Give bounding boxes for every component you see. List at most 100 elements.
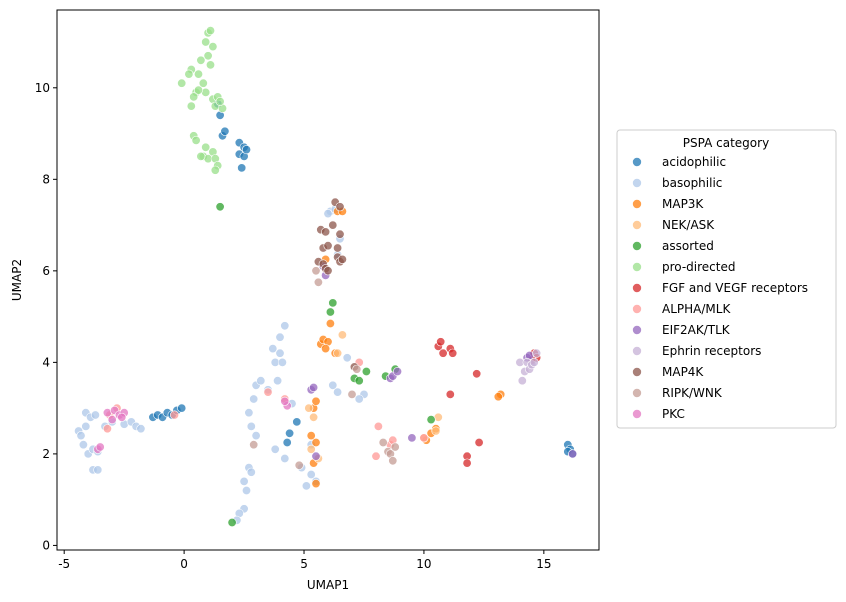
- point-basophilic-52: [328, 380, 338, 390]
- y-tick-label: 2: [42, 447, 50, 461]
- legend-entry: EIF2AK/TLK: [632, 323, 731, 337]
- legend-marker: [632, 283, 642, 293]
- point-basophilic-39: [270, 444, 280, 454]
- point-map3k-10: [311, 437, 321, 447]
- point-pkc-3: [107, 415, 117, 425]
- point-eif2ak-tlk-1: [309, 382, 319, 392]
- point-fgf-and-vegf-receptors-7: [474, 437, 484, 447]
- point-basophilic-29: [246, 421, 256, 431]
- legend-marker: [632, 304, 642, 314]
- point-map3k-3: [321, 344, 331, 354]
- point-assorted-9: [426, 415, 436, 425]
- point-eif2ak-tlk-2: [311, 451, 321, 461]
- point-basophilic-19: [256, 376, 266, 386]
- y-axis-label: UMAP2: [10, 259, 24, 301]
- point-map4k-2: [328, 220, 338, 230]
- point-acidophilic-16: [177, 403, 187, 413]
- legend-label: Ephrin receptors: [662, 344, 761, 358]
- point-basophilic-5: [78, 440, 88, 450]
- point-alpha-mlk-0: [102, 424, 112, 434]
- legend-entry: NEK/ASK: [632, 218, 715, 232]
- x-tick-label: 10: [416, 557, 431, 571]
- point-ripk-wnk-9: [388, 456, 398, 466]
- legend-entry: FGF and VEGF receptors: [632, 281, 808, 295]
- point-basophilic-11: [81, 421, 91, 431]
- point-assorted-0: [215, 202, 225, 212]
- legend-title: PSPA category: [683, 136, 769, 150]
- legend-marker: [632, 262, 642, 272]
- point-nek-ask-5: [337, 330, 347, 340]
- point-pro-directed-4: [203, 51, 213, 61]
- point-acidophilic-18: [285, 428, 295, 438]
- legend-entry: MAP4K: [632, 365, 704, 379]
- point-basophilic-10: [93, 465, 103, 475]
- legend-entry: MAP3K: [632, 197, 704, 211]
- point-basophilic-56: [354, 394, 364, 404]
- point-basophilic-23: [275, 348, 285, 358]
- point-map4k-8: [333, 243, 343, 253]
- x-tick-label: 0: [180, 557, 188, 571]
- legend-entry: PKC: [632, 407, 685, 421]
- point-eif2ak-tlk-8: [407, 433, 417, 443]
- point-map3k-13: [311, 479, 321, 489]
- point-pro-directed-1: [206, 26, 216, 36]
- point-acidophilic-8: [242, 145, 252, 155]
- point-nek-ask-7: [431, 426, 441, 436]
- scatter-points: [74, 26, 578, 527]
- point-pro-directed-31: [210, 165, 220, 175]
- legend-entry: assorted: [632, 239, 714, 253]
- point-pro-directed-24: [201, 142, 211, 152]
- point-pro-directed-6: [206, 60, 216, 70]
- legend-marker: [632, 199, 642, 209]
- point-alpha-mlk-3: [170, 410, 180, 420]
- point-nek-ask-2: [306, 444, 316, 454]
- point-basophilic-34: [239, 476, 249, 486]
- point-nek-ask-1: [309, 412, 319, 422]
- point-ripk-wnk-4: [347, 389, 357, 399]
- point-alpha-mlk-4: [263, 387, 273, 397]
- point-map3k-9: [306, 431, 316, 441]
- x-tick-label: 15: [536, 557, 551, 571]
- point-map4k-1: [335, 202, 345, 212]
- legend-label: FGF and VEGF receptors: [662, 281, 808, 295]
- point-ripk-wnk-5: [352, 364, 362, 374]
- point-basophilic-35: [242, 485, 252, 495]
- legend-marker: [632, 367, 642, 377]
- legend-entries: acidophilic basophilic MAP3K NEK/ASK assorte…: [632, 155, 808, 421]
- legend-marker: [632, 220, 642, 230]
- point-nek-ask-4: [333, 348, 343, 358]
- y-axis-ticks: 0 2 4 6 8 10: [35, 81, 57, 552]
- point-basophilic-4: [90, 410, 100, 420]
- point-acidophilic-19: [292, 417, 302, 427]
- point-pkc-1: [95, 442, 105, 452]
- point-fgf-and-vegf-receptors-6: [472, 369, 482, 379]
- point-basophilic-31: [251, 431, 261, 441]
- point-pro-directed-5: [196, 55, 206, 65]
- point-map3k-19: [493, 392, 503, 402]
- legend-marker: [632, 388, 642, 398]
- legend-label: NEK/ASK: [662, 218, 715, 232]
- point-ripk-wnk-1: [313, 277, 323, 287]
- point-acidophilic-3: [220, 126, 230, 136]
- legend-entry: Ephrin receptors: [632, 344, 761, 358]
- point-basophilic-48: [323, 209, 333, 219]
- point-alpha-mlk-11: [419, 433, 429, 443]
- point-assorted-5: [354, 376, 364, 386]
- legend: PSPA category acidophilic basophilic MAP3K…: [616, 129, 837, 429]
- point-fgf-and-vegf-receptors-2: [438, 348, 448, 358]
- legend-label: pro-directed: [662, 260, 736, 274]
- point-basophilic-40: [280, 453, 290, 463]
- point-basophilic-33: [246, 467, 256, 477]
- point-assorted-1: [227, 517, 237, 527]
- point-pro-directed-21: [215, 97, 225, 107]
- point-map4k-5: [335, 229, 345, 239]
- point-map4k-11: [337, 254, 347, 264]
- legend-marker: [632, 157, 642, 167]
- legend-entry: basophilic: [632, 176, 722, 190]
- point-basophilic-27: [273, 376, 283, 386]
- legend-entry: acidophilic: [632, 155, 726, 169]
- point-acidophilic-9: [237, 163, 247, 173]
- point-basophilic-53: [333, 387, 343, 397]
- point-acidophilic-17: [282, 437, 292, 447]
- point-map4k-15: [323, 266, 333, 276]
